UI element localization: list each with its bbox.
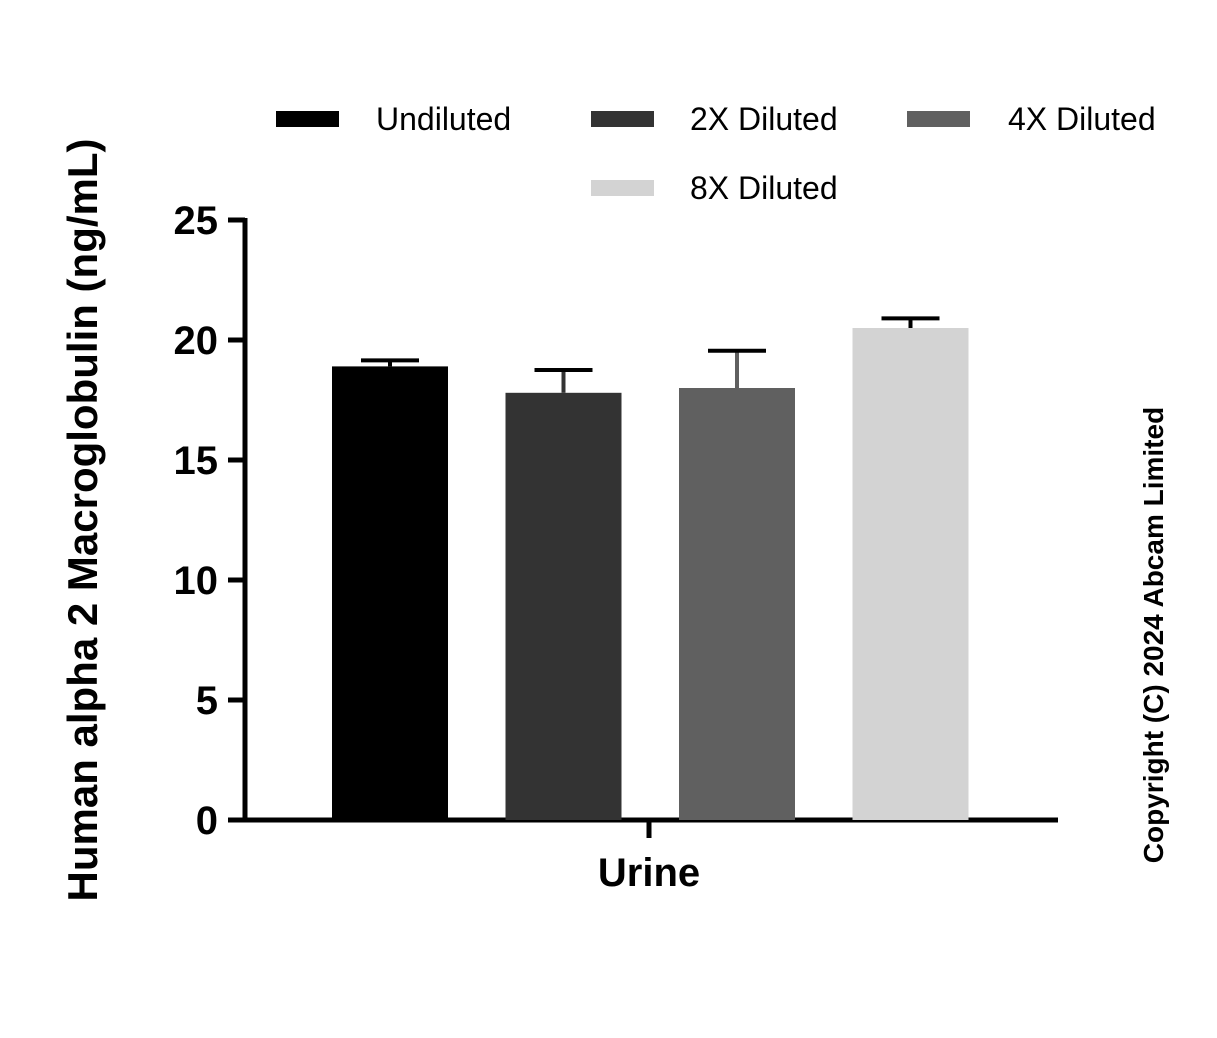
bar-4x-diluted [679, 388, 795, 820]
y-axis-title: Human alpha 2 Macroglobulin (ng/mL) [59, 138, 106, 901]
y-axis-ticks: 0 5 10 15 20 25 [174, 199, 245, 843]
x-category-label: Urine [598, 851, 700, 895]
y-tick-label: 25 [174, 199, 219, 243]
legend-swatch [907, 111, 970, 127]
legend-label: 2X Diluted [690, 101, 838, 137]
legend: Undiluted 2X Diluted 4X Diluted 8X Diluted [276, 101, 1156, 206]
bar-2x-diluted [505, 392, 622, 820]
legend-swatch [591, 111, 654, 127]
error-bars [361, 316, 940, 393]
y-tick-label: 15 [174, 439, 219, 483]
bar-8x-diluted [852, 328, 969, 820]
copyright-text: Copyright (C) 2024 Abcam Limited [1138, 407, 1169, 863]
legend-label: Undiluted [376, 101, 511, 137]
legend-swatch [591, 180, 654, 196]
bars [332, 328, 969, 820]
legend-label: 8X Diluted [690, 170, 838, 206]
legend-swatch [276, 111, 339, 127]
y-tick-label: 10 [174, 559, 219, 603]
y-tick-label: 5 [196, 679, 218, 723]
y-tick-label: 20 [174, 319, 219, 363]
bar-undiluted [332, 366, 448, 820]
y-tick-label: 0 [196, 799, 218, 843]
legend-label: 4X Diluted [1008, 101, 1156, 137]
